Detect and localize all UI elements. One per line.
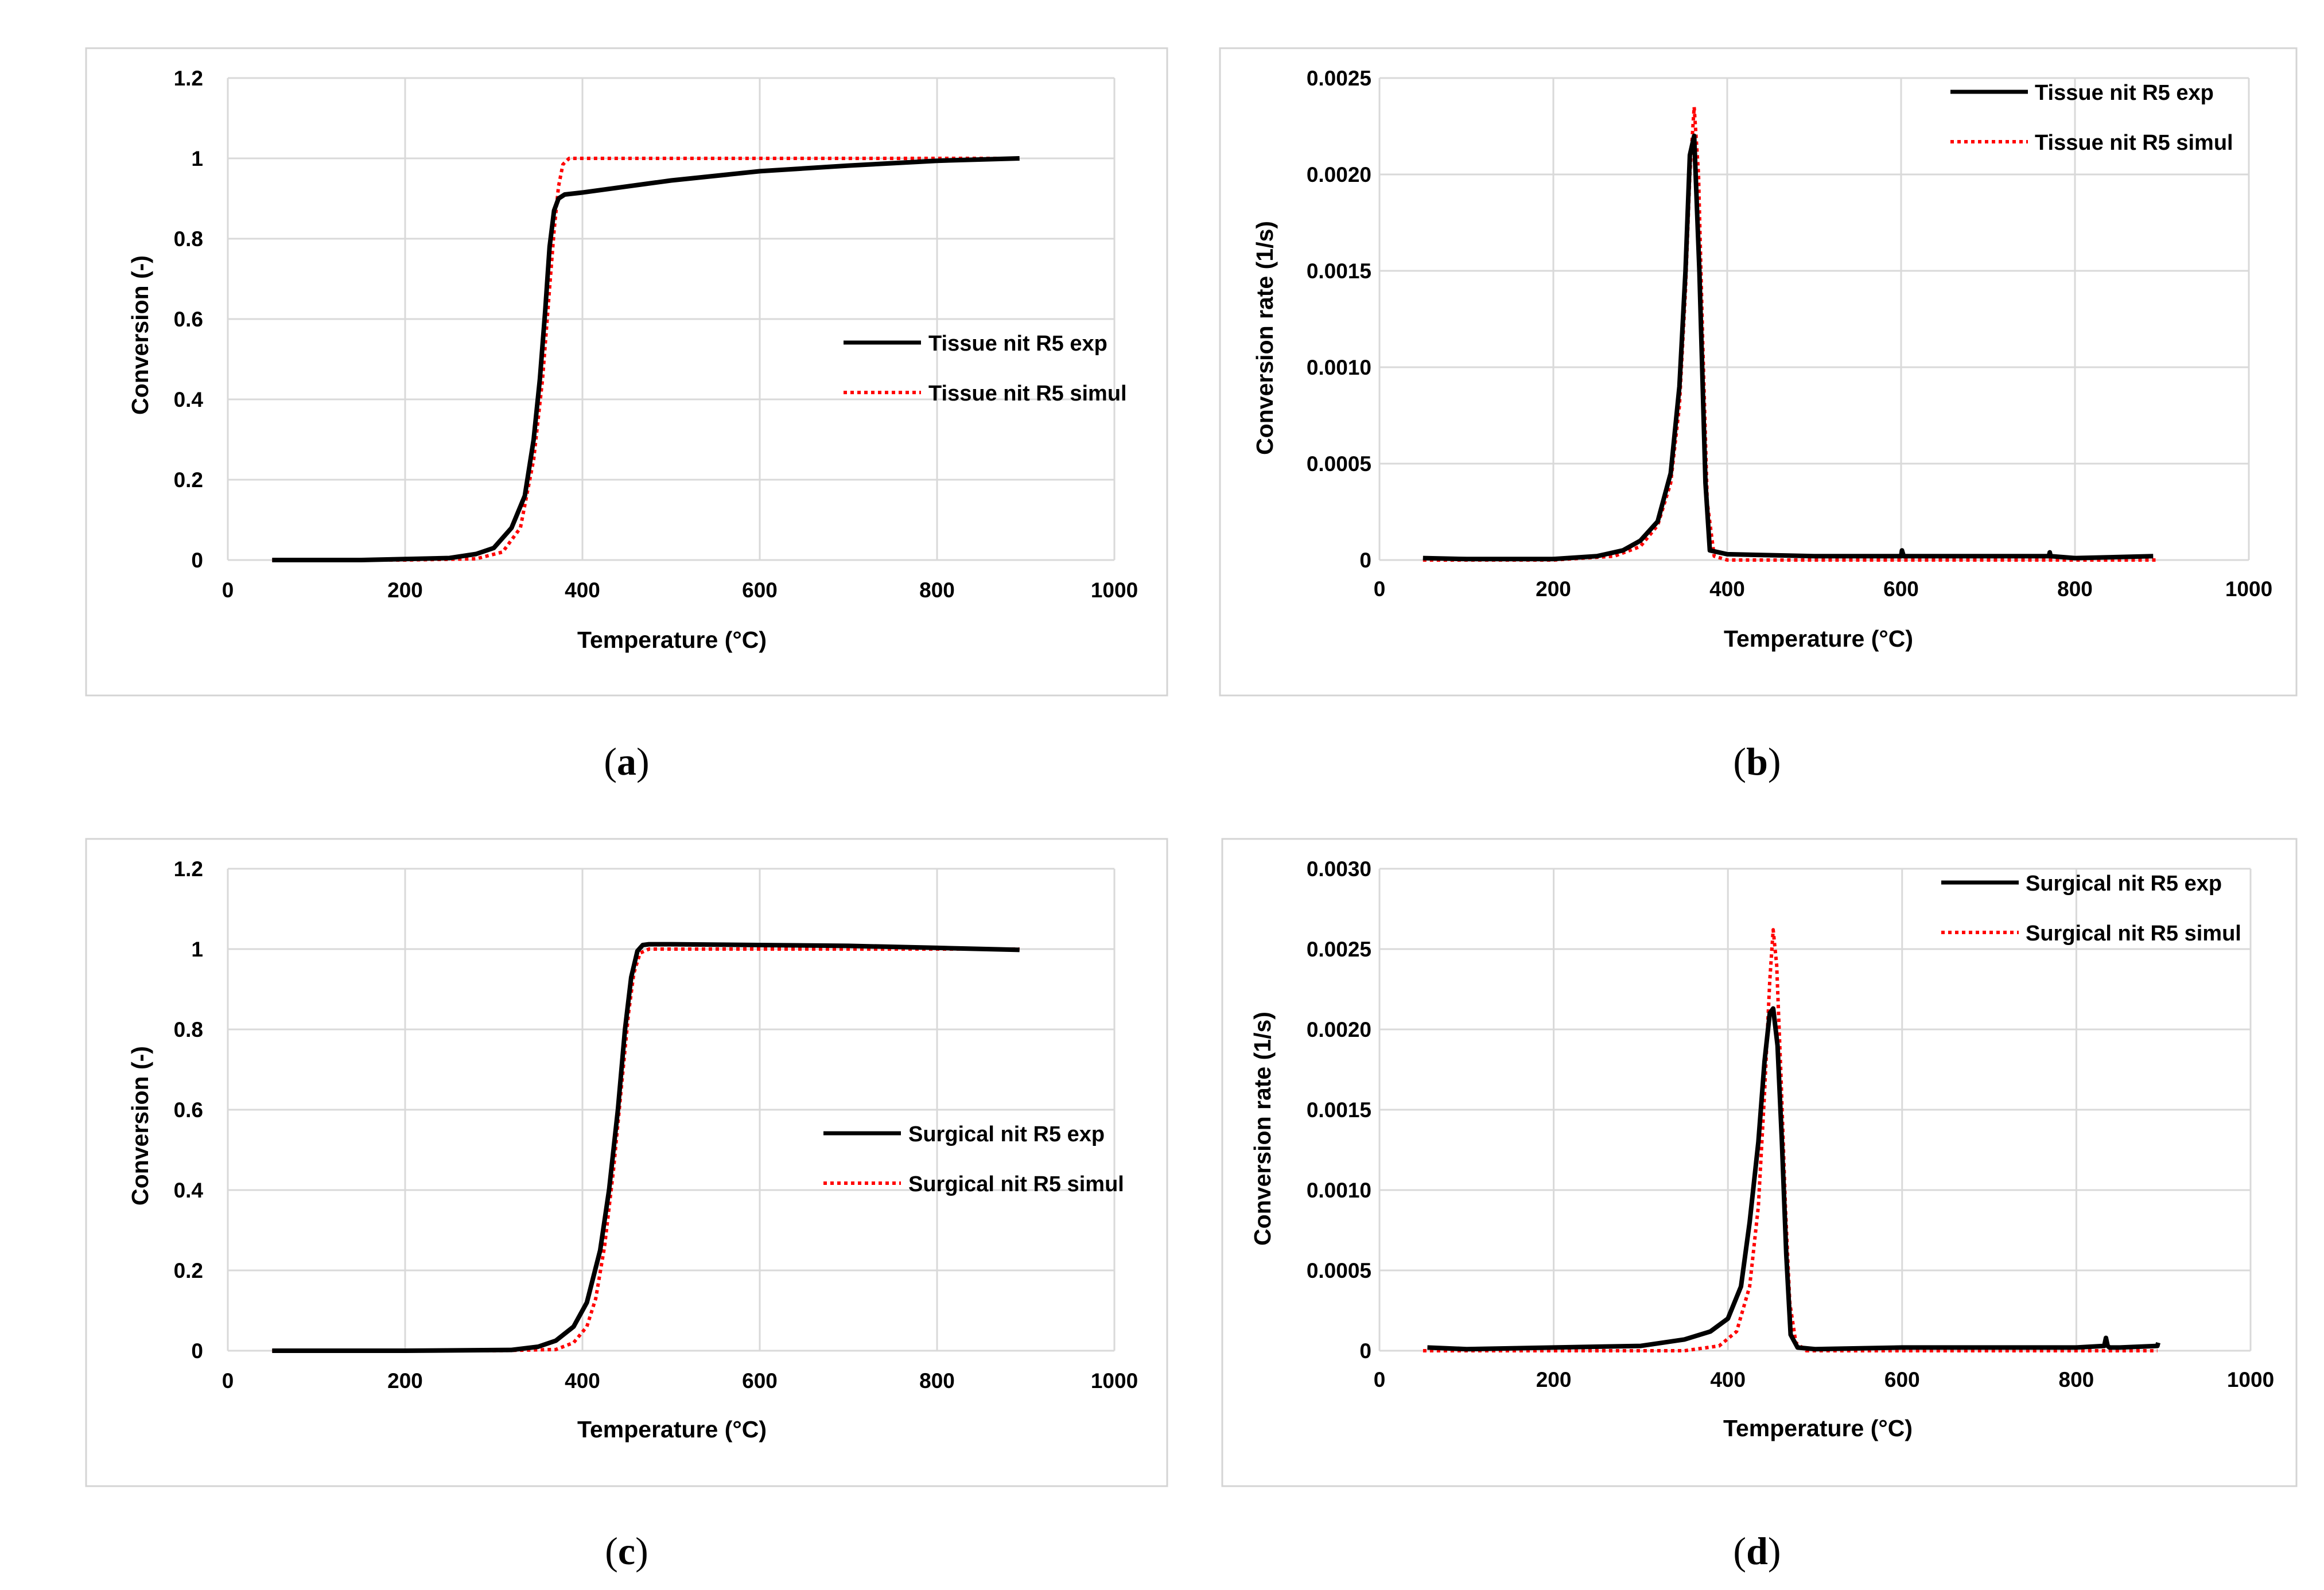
y-tick-label: 0.0010 [1307, 356, 1371, 379]
x-tick-label: 200 [387, 1369, 423, 1393]
legend: Surgical nit R5 exp Surgical nit R5 simu… [1941, 872, 2241, 946]
y-tick-label: 1.2 [174, 67, 203, 90]
x-tick-label: 0 [1374, 577, 1386, 601]
y-axis-label: Conversion (-) [127, 255, 153, 415]
chart-frame [1219, 47, 2298, 697]
series-line-exp [272, 942, 1020, 1353]
chart-panel-b: 0 0.0005 0.0010 0.0015 0.0020 0.0025 0 200 400 6… [1219, 47, 2298, 697]
y-tick-label: 0.0025 [1307, 67, 1371, 90]
legend-label-exp: Tissue nit R5 exp [928, 332, 1107, 356]
legend-label-simul: Tissue nit R5 simul [2035, 131, 2233, 155]
x-tick-label: 600 [1883, 577, 1919, 601]
x-axis-label: Temperature (°C) [1723, 1415, 1913, 1441]
y-tick-label: 0.0025 [1307, 938, 1371, 961]
series-line-exp [1427, 1006, 2160, 1352]
caption-letter: b [1746, 740, 1768, 783]
y-tick-label: 0.0005 [1307, 452, 1371, 476]
x-tick-label: 200 [1536, 577, 1571, 601]
y-axis-label: Conversion rate (1/s) [1252, 221, 1278, 455]
y-tick-label: 0.2 [174, 468, 203, 492]
chart-frame [85, 47, 1168, 697]
y-tick-label: 0.0020 [1307, 1018, 1371, 1041]
y-tick-label: 0.6 [174, 308, 203, 331]
x-tick-label: 800 [2057, 577, 2093, 601]
y-tick-label: 0.0005 [1307, 1259, 1371, 1282]
caption-letter: a [617, 740, 636, 783]
caption-b: (b) [1733, 740, 1781, 783]
series-line-simul [272, 157, 1020, 562]
y-tick-label: 0.0015 [1307, 259, 1371, 283]
x-tick-label: 800 [919, 1369, 955, 1393]
y-tick-label: 1.2 [174, 857, 203, 881]
y-tick-label: 0.4 [174, 1179, 204, 1202]
legend-label-simul: Surgical nit R5 simul [908, 1172, 1124, 1196]
series-line-simul [1423, 928, 2158, 1352]
chart-panel-d: 0 0.0005 0.0010 0.0015 0.0020 0.0025 0.0030 0 2… [1221, 838, 2298, 1487]
x-tick-label: 400 [1709, 577, 1745, 601]
caption-letter: c [617, 1529, 636, 1573]
x-tick-label: 0 [222, 578, 234, 602]
legend: Tissue nit R5 exp Tissue nit R5 simul [1950, 81, 2233, 155]
legend-label-simul: Tissue nit R5 simul [928, 382, 1127, 406]
x-tick-label: 1000 [2227, 1368, 2274, 1391]
x-tick-label: 0 [1374, 1368, 1386, 1391]
x-tick-label: 400 [1710, 1368, 1746, 1391]
x-axis-label: Temperature (°C) [577, 627, 767, 653]
x-tick-label: 200 [1536, 1368, 1572, 1391]
legend-label-exp: Surgical nit R5 exp [2026, 872, 2222, 896]
caption-letter: d [1746, 1529, 1768, 1573]
x-tick-label: 1000 [1091, 578, 1138, 602]
x-tick-label: 200 [387, 578, 423, 602]
series-line-exp [272, 156, 1020, 562]
x-tick-label: 400 [565, 1369, 600, 1393]
chart-frame [85, 838, 1168, 1487]
y-tick-label: 0.0010 [1307, 1179, 1371, 1202]
y-tick-label: 0 [1359, 549, 1371, 572]
y-tick-label: 1 [191, 938, 203, 961]
legend-label-exp: Surgical nit R5 exp [908, 1122, 1105, 1146]
caption-a: (a) [604, 740, 650, 783]
x-axis-label: Temperature (°C) [1724, 625, 1913, 652]
chart-panel-c: 0 0.2 0.4 0.6 0.8 1 1.2 0 200 400 600 800 1000 Temp… [85, 838, 1168, 1487]
y-tick-label: 0.6 [174, 1098, 203, 1122]
y-tick-label: 0.2 [174, 1259, 203, 1282]
y-axis-label: Conversion rate (1/s) [1249, 1012, 1276, 1246]
legend-label-simul: Surgical nit R5 simul [2026, 922, 2241, 946]
x-tick-label: 1000 [1091, 1369, 1138, 1393]
y-tick-label: 0.8 [174, 227, 203, 251]
x-axis-label: Temperature (°C) [577, 1416, 767, 1443]
y-tick-label: 0 [191, 549, 203, 572]
x-tick-label: 600 [742, 578, 778, 602]
y-tick-label: 0 [191, 1339, 203, 1363]
y-tick-label: 0.0020 [1307, 163, 1371, 186]
x-tick-label: 600 [742, 1369, 778, 1393]
x-tick-label: 600 [1884, 1368, 1920, 1391]
legend: Tissue nit R5 exp Tissue nit R5 simul [844, 332, 1127, 406]
y-tick-label: 0.8 [174, 1018, 203, 1041]
caption-d: (d) [1733, 1529, 1781, 1573]
y-tick-label: 0.4 [174, 388, 204, 411]
y-tick-label: 0.0030 [1307, 857, 1371, 881]
y-tick-label: 1 [191, 147, 203, 170]
y-tick-label: 0 [1359, 1339, 1371, 1363]
series-line-exp [1423, 133, 2154, 562]
x-tick-label: 800 [2059, 1368, 2094, 1391]
y-axis-label: Conversion (-) [127, 1046, 153, 1206]
y-tick-label: 0.0015 [1307, 1098, 1371, 1122]
chart-panel-a: 0 0.2 0.4 0.6 0.8 1 1.2 0 200 400 600 800 1000 Temp… [85, 47, 1168, 697]
x-tick-label: 400 [565, 578, 600, 602]
x-tick-label: 1000 [2225, 577, 2272, 601]
x-tick-label: 0 [222, 1369, 234, 1393]
caption-c: (c) [605, 1529, 648, 1573]
legend-label-exp: Tissue nit R5 exp [2035, 81, 2214, 105]
x-tick-label: 800 [919, 578, 955, 602]
legend: Surgical nit R5 exp Surgical nit R5 simu… [823, 1122, 1124, 1196]
